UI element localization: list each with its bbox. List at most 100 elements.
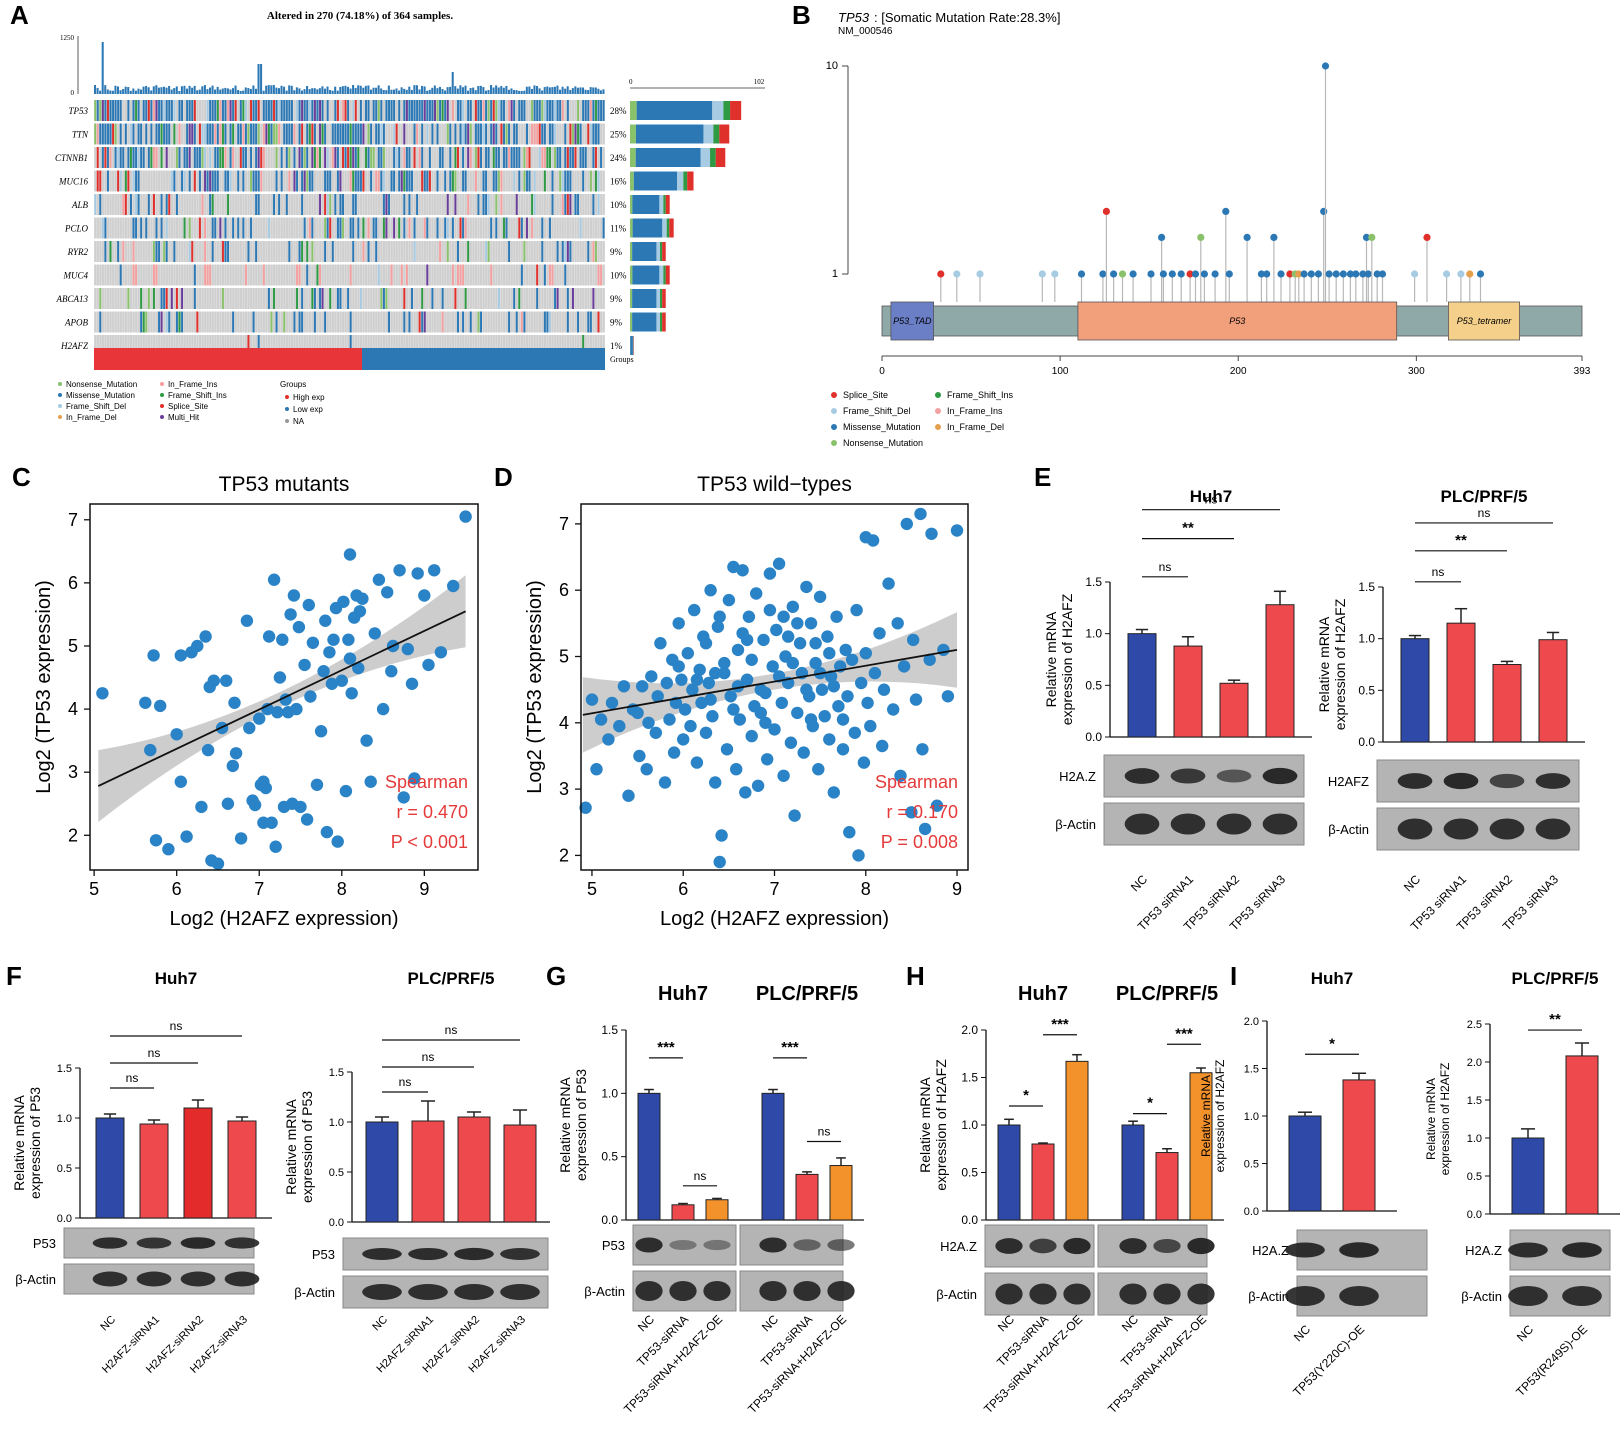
x-tick-label: 6	[172, 879, 182, 899]
blot-band	[408, 1284, 448, 1300]
mutation-cell	[533, 100, 535, 121]
mutation-cell	[585, 147, 587, 168]
x-axis-label: Log2 (H2AFZ expression)	[660, 908, 889, 930]
mutation-cell	[232, 100, 234, 121]
tmb-bar	[209, 88, 211, 94]
mutation-cell	[344, 124, 346, 145]
mutation-cell	[260, 171, 262, 192]
mutation-cell	[462, 124, 464, 145]
tmb-bar	[314, 88, 316, 94]
gene-pct-abca13: 9%	[610, 294, 623, 304]
mutation-cell	[212, 218, 214, 239]
mutation-cell	[505, 147, 507, 168]
mutation-cell	[564, 194, 566, 215]
mutation-cell	[258, 194, 260, 215]
mutation-cell	[411, 100, 413, 121]
b-legend-splice-swatch	[831, 392, 837, 398]
mutation-cell	[403, 147, 405, 168]
tmb-bar	[237, 90, 239, 94]
mutation-cell	[127, 171, 129, 192]
mutation-cell	[426, 171, 428, 192]
scatter-point	[837, 713, 849, 725]
mutation-cell	[449, 124, 451, 145]
mutation-cell	[350, 171, 352, 192]
mutation-cell	[569, 147, 571, 168]
y-tick-label: 1.5	[1244, 1064, 1259, 1076]
scatter-point	[704, 584, 716, 596]
tmb-bar	[316, 89, 318, 94]
tmb-bar	[541, 90, 543, 94]
gene-pct-ctnnb1: 24%	[610, 153, 627, 163]
mutation-cell	[467, 100, 469, 121]
scatter-point	[937, 644, 949, 656]
mutation-cell	[600, 100, 602, 121]
y-tick-label: 0.0	[961, 1213, 978, 1227]
tmb-bar	[339, 87, 341, 94]
mutation-cell	[209, 265, 211, 286]
tmb-bar	[258, 64, 260, 94]
tmb-bar	[380, 88, 382, 94]
mutation-cell	[176, 147, 178, 168]
gene-label-pclo: PCLO	[64, 224, 89, 234]
mutation-cell	[579, 218, 581, 239]
mutation-cell	[194, 288, 196, 309]
y-tick-label: 2.0	[1244, 1016, 1259, 1028]
mutation-cell	[258, 124, 260, 145]
blot-label-0: P53	[602, 1238, 625, 1253]
gene-label-abca13: ABCA13	[56, 294, 89, 304]
mutation-cell	[577, 124, 579, 145]
tmb-bar	[229, 89, 231, 94]
tmb-bar	[470, 88, 472, 94]
mutation-cell	[319, 288, 321, 309]
mutation-cell	[454, 147, 456, 168]
mutation-cell	[393, 147, 395, 168]
scatter-point	[337, 596, 349, 608]
tmb-bar	[500, 86, 502, 94]
scatter-point	[96, 687, 108, 699]
lollipop-head	[1411, 270, 1418, 277]
category-label: NC	[1514, 1322, 1536, 1344]
mutation-cell	[327, 218, 329, 239]
blot-band	[1171, 814, 1206, 835]
mutation-cell	[595, 100, 597, 121]
mutation-cell	[462, 218, 464, 239]
mutation-cell	[411, 171, 413, 192]
mutation-cell	[600, 147, 602, 168]
mutation-cell	[549, 147, 551, 168]
mutation-cell	[314, 147, 316, 168]
scatter-point	[590, 763, 602, 775]
mutation-cell	[293, 147, 295, 168]
mutation-cell	[304, 218, 306, 239]
mutation-cell	[482, 194, 484, 215]
mutation-cell	[551, 100, 553, 121]
tmb-bar	[577, 88, 579, 94]
tmb-bar	[148, 87, 150, 94]
mutation-cell	[551, 265, 553, 286]
mutation-cell	[393, 218, 395, 239]
mutation-cell	[268, 124, 270, 145]
lollipop-panel: TP53 : [Somatic Mutation Rate:28.3%] NM_…	[826, 10, 1591, 448]
mutation-cell	[541, 124, 543, 145]
scatter-point	[195, 801, 207, 813]
scatter-point	[668, 746, 680, 758]
scatter-point	[271, 706, 283, 718]
gene-pct-alb: 10%	[610, 200, 627, 210]
mutation-cell	[212, 124, 214, 145]
mutation-cell	[567, 194, 569, 215]
y-tick-label: 1.5	[329, 1067, 344, 1079]
tmb-bar	[597, 89, 599, 94]
mutation-cell	[114, 124, 116, 145]
mutation-cell	[436, 124, 438, 145]
scatter-point	[284, 608, 296, 620]
lollipop-head	[1315, 270, 1322, 277]
scatter-point	[800, 684, 812, 696]
mutation-cell	[562, 194, 564, 215]
mutation-cell	[127, 100, 129, 121]
mutation-cell	[242, 147, 244, 168]
legend-multihit: Multi_Hit	[168, 413, 200, 422]
blot-band	[93, 1237, 128, 1248]
scatter-point	[311, 779, 323, 791]
scatter-point	[688, 604, 700, 616]
mutation-cell	[181, 171, 183, 192]
